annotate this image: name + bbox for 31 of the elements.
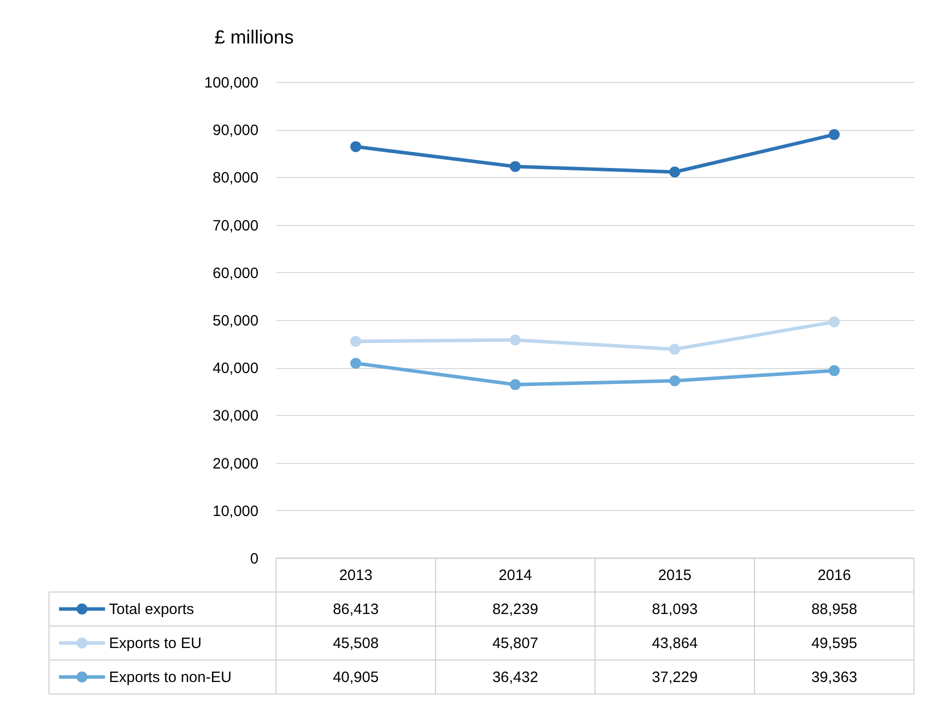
- y-tick-label: 10,000: [212, 502, 258, 520]
- data-label: 82,239: [492, 601, 538, 618]
- data-label: 86,413: [332, 601, 379, 618]
- legend-label: Exports to EU: [109, 635, 202, 652]
- y-tick-label: 70,000: [212, 217, 258, 234]
- legend-label: Exports to non-EU: [109, 669, 232, 686]
- y-tick-label: 40,000: [212, 360, 258, 378]
- x-tick-label: 2014: [498, 567, 532, 584]
- y-axis-title: £ millions: [214, 28, 294, 48]
- data-label: 49,595: [811, 635, 858, 652]
- data-label: 43,864: [652, 635, 698, 652]
- y-tick-label: 80,000: [212, 170, 258, 187]
- data-label: 81,093: [652, 601, 698, 618]
- y-tick-label: 30,000: [212, 408, 258, 425]
- data-label: 39,363: [811, 669, 858, 686]
- data-label: 45,508: [332, 635, 379, 652]
- x-tick-label: 2016: [818, 567, 851, 584]
- data-label: 88,958: [811, 601, 858, 618]
- y-tick-label: 0: [250, 550, 258, 568]
- data-label: 37,229: [652, 669, 698, 686]
- y-tick-label: 90,000: [212, 122, 258, 140]
- x-tick-label: 2013: [339, 567, 372, 584]
- data-label: 45,807: [492, 635, 538, 652]
- y-tick-label: 50,000: [212, 312, 258, 330]
- y-tick-label: 20,000: [212, 455, 258, 472]
- y-tick-label: 60,000: [212, 264, 258, 282]
- data-label: 40,905: [332, 669, 379, 686]
- x-tick-label: 2015: [658, 567, 692, 584]
- legend-label: Total exports: [109, 601, 194, 618]
- data-label: 36,432: [492, 669, 538, 686]
- y-tick-label: 100,000: [204, 74, 258, 92]
